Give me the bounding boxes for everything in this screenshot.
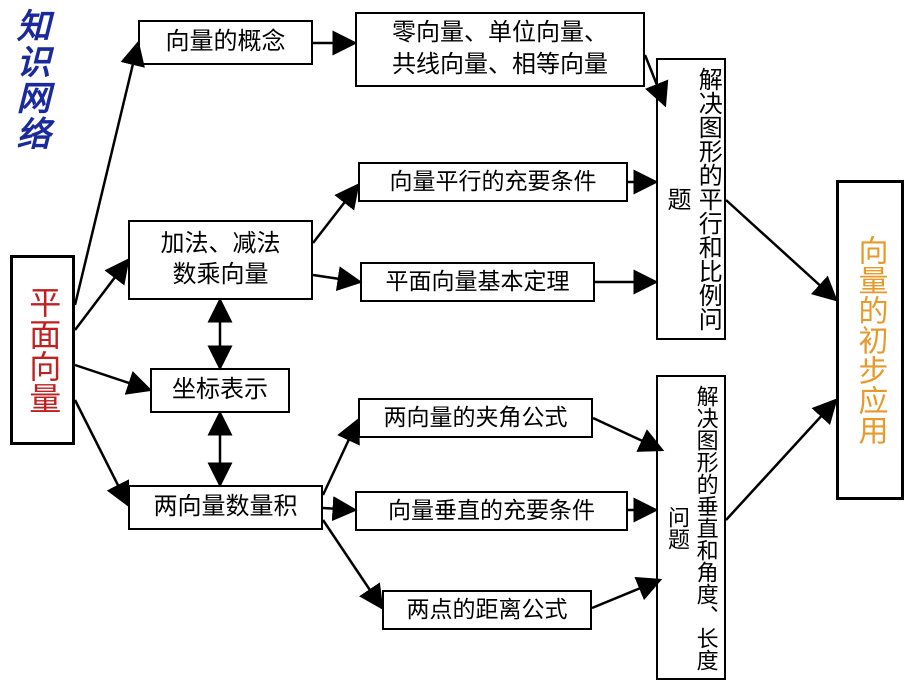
node-basic-label: 平面向量基本定理 xyxy=(386,267,570,297)
node-concept: 向量的概念 xyxy=(138,20,313,65)
node-zero-label: 零向量、单位向量、 共线向量、相等向量 xyxy=(392,18,608,80)
node-root: 平面向量 xyxy=(10,255,75,445)
node-perp: 向量垂直的充要条件 xyxy=(355,491,628,531)
node-angle: 两向量的夹角公式 xyxy=(358,398,593,438)
node-perp-label: 向量垂直的充要条件 xyxy=(388,496,595,526)
node-dist-label: 两点的距离公式 xyxy=(407,595,568,625)
node-angle-label: 两向量的夹角公式 xyxy=(384,403,568,433)
node-coord: 坐标表示 xyxy=(150,368,290,413)
node-dot: 两向量数量积 xyxy=(128,485,323,530)
node-solve2-label: 解决图形的垂直和角度、长度问题 xyxy=(662,381,719,674)
node-solve1-label: 解决图形的平行和比例问题 xyxy=(660,64,722,334)
node-solve1: 解决图形的平行和比例问题 xyxy=(656,58,726,340)
node-solve2: 解决图形的垂直和角度、长度问题 xyxy=(656,375,726,680)
node-final: 向量的初步应用 xyxy=(836,180,904,500)
node-root-label: 平面向量 xyxy=(22,286,64,414)
node-concept-label: 向量的概念 xyxy=(166,27,286,58)
node-dist: 两点的距离公式 xyxy=(382,590,592,630)
node-basic: 平面向量基本定理 xyxy=(360,262,595,302)
node-ops: 加法、减法 数乘向量 xyxy=(128,220,313,300)
node-zero: 零向量、单位向量、 共线向量、相等向量 xyxy=(355,12,645,87)
node-para-label: 向量平行的充要条件 xyxy=(390,167,597,197)
page-title: 知识网络 xyxy=(10,8,49,152)
node-coord-label: 坐标表示 xyxy=(172,375,268,406)
node-para: 向量平行的充要条件 xyxy=(358,162,628,202)
node-final-label: 向量的初步应用 xyxy=(851,235,890,445)
node-dot-label: 两向量数量积 xyxy=(154,492,298,523)
diagram-edges xyxy=(0,0,920,690)
node-ops-label: 加法、减法 数乘向量 xyxy=(161,229,281,291)
